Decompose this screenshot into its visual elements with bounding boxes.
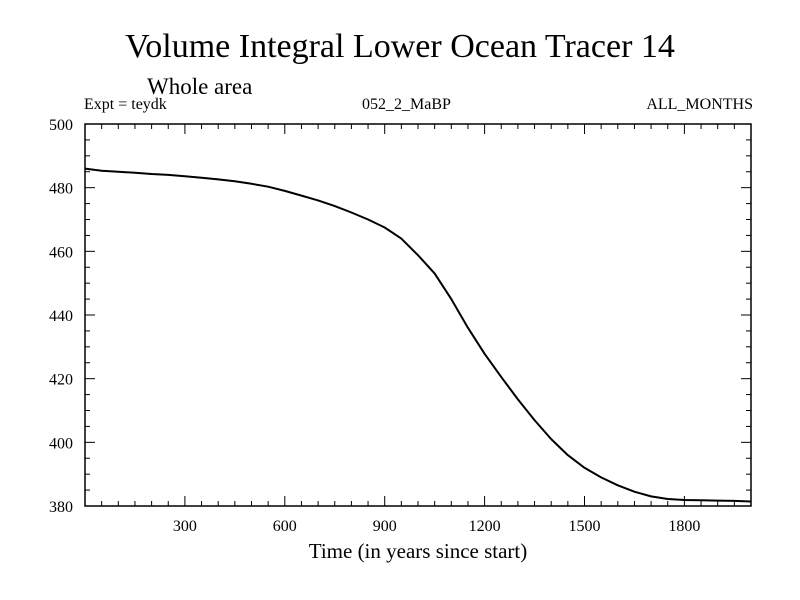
x-tick-label: 1500 (569, 518, 601, 535)
y-tick-label: 400 (49, 435, 73, 452)
y-tick-label: 440 (49, 308, 73, 325)
x-tick-label: 1800 (668, 518, 700, 535)
y-tick-label: 460 (49, 244, 73, 261)
x-tick-labels: 300 600 900 1200 1500 1800 (173, 518, 701, 535)
chart-subtitle: Whole area (147, 74, 253, 99)
x-axis-label: Time (in years since start) (309, 539, 528, 563)
months-label: ALL_MONTHS (646, 96, 753, 113)
axis-ticks (85, 124, 751, 506)
y-tick-labels: 380 400 420 440 460 480 500 (49, 117, 73, 516)
experiment-label: Expt = teydk (84, 96, 167, 113)
run-code-label: 052_2_MaBP (362, 96, 451, 113)
x-tick-label: 900 (373, 518, 397, 535)
y-tick-label: 500 (49, 117, 73, 134)
y-tick-label: 480 (49, 181, 73, 198)
y-tick-label: 420 (49, 372, 73, 389)
series-line (84, 167, 752, 503)
plot-frame (84, 123, 752, 507)
x-tick-label: 600 (273, 518, 297, 535)
y-tick-label: 380 (49, 499, 73, 516)
chart-title: Volume Integral Lower Ocean Tracer 14 (125, 28, 675, 65)
x-tick-label: 1200 (469, 518, 501, 535)
x-tick-label: 300 (173, 518, 197, 535)
